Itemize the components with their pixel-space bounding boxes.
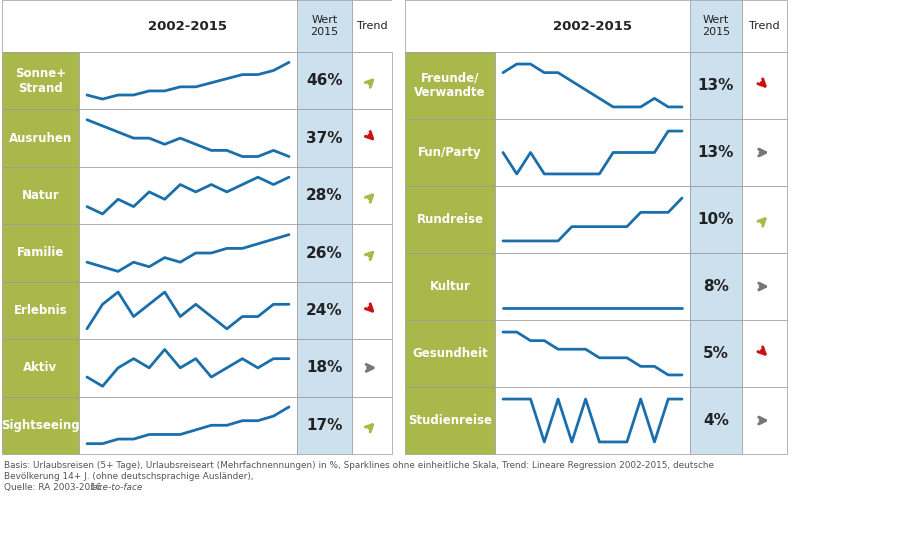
Bar	[405, 320, 494, 387]
Text: 28%: 28%	[306, 188, 343, 203]
Bar	[78, 167, 297, 224]
Text: 13%: 13%	[697, 145, 733, 160]
Text: Trend: Trend	[356, 21, 387, 31]
Bar	[78, 109, 297, 167]
Text: Bevölkerung 14+ J. (ohne deutschsprachige Ausländer),: Bevölkerung 14+ J. (ohne deutschsprachig…	[4, 472, 253, 481]
Bar	[689, 0, 741, 52]
Text: Wert
2015: Wert 2015	[701, 15, 729, 37]
Text: Familie: Familie	[17, 247, 64, 260]
Bar	[297, 224, 352, 282]
Bar	[494, 186, 689, 253]
Bar	[689, 253, 741, 320]
Bar	[2, 282, 78, 339]
Text: Freunde/
Verwandte: Freunde/ Verwandte	[414, 72, 485, 99]
Bar	[494, 119, 689, 186]
Bar	[405, 0, 690, 52]
Bar	[689, 52, 741, 119]
Bar	[405, 119, 494, 186]
Bar	[391, 0, 405, 454]
Bar	[352, 224, 391, 282]
Bar	[689, 387, 741, 454]
Bar	[405, 52, 494, 119]
Text: 37%: 37%	[306, 131, 343, 146]
Text: Ausruhen: Ausruhen	[9, 132, 72, 145]
Text: 26%: 26%	[306, 246, 343, 261]
Bar	[741, 253, 787, 320]
Bar	[78, 397, 297, 454]
Bar	[78, 52, 297, 109]
Bar	[2, 339, 78, 397]
Bar	[297, 397, 352, 454]
Text: 18%: 18%	[306, 360, 342, 375]
Bar	[405, 253, 494, 320]
Text: 13%: 13%	[697, 78, 733, 93]
Text: Basis: Urlaubsreisen (5+ Tage), Urlaubsreiseart (Mehrfachnennungen) in %, Sparkl: Basis: Urlaubsreisen (5+ Tage), Urlaubsr…	[4, 461, 713, 470]
Bar	[352, 339, 391, 397]
Bar	[352, 397, 391, 454]
Bar	[78, 224, 297, 282]
Bar	[689, 119, 741, 186]
Bar	[494, 387, 689, 454]
Bar	[297, 167, 352, 224]
Bar	[494, 320, 689, 387]
Text: Erlebnis: Erlebnis	[14, 304, 68, 317]
Bar	[2, 0, 298, 52]
Bar	[2, 224, 78, 282]
Text: 17%: 17%	[306, 418, 342, 433]
Bar	[405, 387, 494, 454]
Text: 5%: 5%	[703, 346, 728, 361]
Bar	[405, 186, 494, 253]
Text: 4%: 4%	[703, 413, 728, 428]
Bar	[741, 119, 787, 186]
Bar	[2, 167, 78, 224]
Bar	[78, 282, 297, 339]
Text: Quelle: RA 2003-2016: Quelle: RA 2003-2016	[4, 483, 104, 492]
Bar	[741, 0, 787, 52]
Text: Sonne+
Strand: Sonne+ Strand	[15, 67, 66, 95]
Bar	[689, 320, 741, 387]
Text: 24%: 24%	[306, 303, 343, 318]
Text: 10%: 10%	[697, 212, 733, 227]
Bar	[352, 109, 391, 167]
Bar	[78, 339, 297, 397]
Text: 2002-2015: 2002-2015	[552, 20, 631, 33]
Text: 2002-2015: 2002-2015	[148, 20, 227, 33]
Text: Rundreise: Rundreise	[416, 213, 483, 226]
Text: Wert
2015: Wert 2015	[310, 15, 338, 37]
Bar	[297, 282, 352, 339]
Bar	[297, 0, 352, 52]
Bar	[2, 109, 78, 167]
Text: Trend: Trend	[749, 21, 779, 31]
Bar	[352, 52, 391, 109]
Text: Natur: Natur	[22, 189, 60, 202]
Bar	[494, 253, 689, 320]
Text: Fun/Party: Fun/Party	[418, 146, 482, 159]
Bar	[494, 52, 689, 119]
Bar	[741, 52, 787, 119]
Text: 8%: 8%	[703, 279, 728, 294]
Text: Aktiv: Aktiv	[23, 362, 58, 374]
Bar	[2, 52, 78, 109]
Bar	[741, 387, 787, 454]
Text: Sightseeing: Sightseeing	[1, 419, 79, 432]
Bar	[689, 186, 741, 253]
Text: Studienreise: Studienreise	[408, 414, 492, 427]
Text: 46%: 46%	[306, 73, 343, 88]
Bar	[741, 186, 787, 253]
Bar	[297, 109, 352, 167]
Bar	[352, 0, 391, 52]
Text: face-to-face: face-to-face	[89, 483, 143, 492]
Bar	[2, 397, 78, 454]
Text: Kultur: Kultur	[429, 280, 470, 293]
Bar	[352, 282, 391, 339]
Bar	[297, 339, 352, 397]
Bar	[352, 167, 391, 224]
Bar	[297, 52, 352, 109]
Bar	[741, 320, 787, 387]
Text: Gesundheit: Gesundheit	[411, 347, 487, 360]
Bar	[0, 454, 902, 534]
